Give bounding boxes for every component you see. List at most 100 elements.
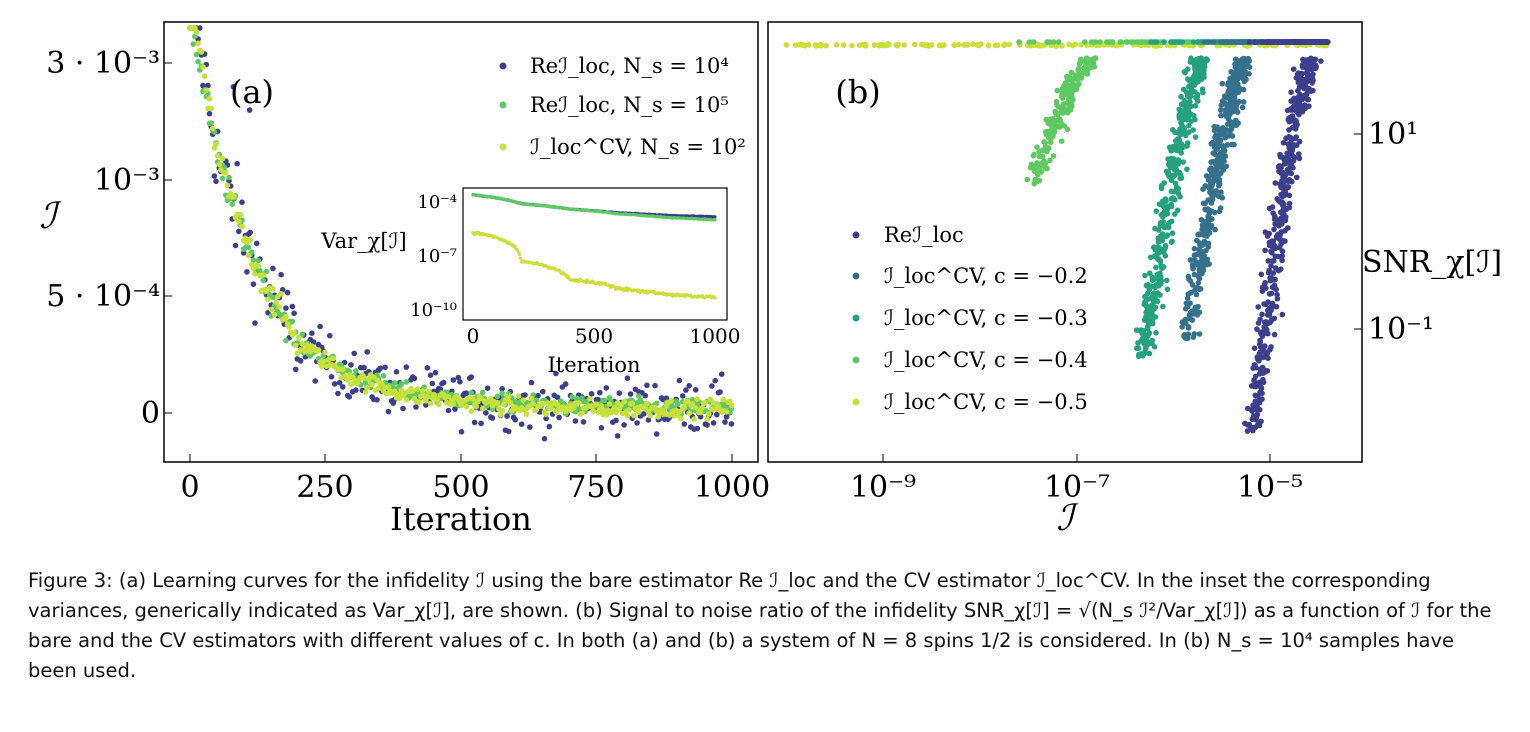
a-point-series-0 (562, 381, 569, 387)
a-xtick-4: 1000 (694, 470, 770, 505)
a-point-series-0 (598, 425, 605, 431)
b-point-series-1 (1223, 133, 1229, 140)
b-point-series-0 (1252, 39, 1258, 45)
b-point-series-0 (1274, 196, 1280, 202)
b-point-series-2 (1160, 222, 1166, 229)
b-point-series-1 (1218, 112, 1224, 119)
b-point-series-3 (1052, 108, 1058, 115)
b-point-series-1 (1217, 170, 1223, 177)
b-point-series-2 (1161, 39, 1167, 45)
a-point-series-1 (270, 294, 276, 301)
b-point-series-4 (1113, 42, 1120, 49)
a-point-series-2 (414, 386, 421, 392)
b-point-series-2 (1188, 111, 1194, 117)
a-point-series-2 (322, 349, 328, 356)
b-point-series-0 (1318, 58, 1324, 64)
a-point-series-2 (208, 105, 214, 112)
a-point-series-0 (291, 310, 297, 317)
a-point-series-2 (499, 407, 506, 414)
a-point-series-2 (554, 402, 561, 408)
a-ytick-2: 10⁻³ (94, 163, 160, 198)
b-point-series-1 (1208, 165, 1214, 171)
a-point-series-2 (575, 400, 582, 406)
b-point-series-2 (1194, 66, 1200, 72)
a-point-series-2 (507, 399, 514, 406)
a-point-series-2 (255, 263, 262, 270)
b-point-series-1 (1201, 39, 1208, 45)
b-point-series-2 (1175, 129, 1181, 136)
a-point-series-2 (260, 272, 267, 278)
b-point-series-1 (1228, 121, 1235, 127)
b-point-series-4 (1006, 41, 1013, 48)
a-xlabel: Iteration (390, 500, 532, 538)
a-point-series-0 (644, 382, 650, 389)
a-point-series-2 (694, 396, 701, 402)
a-legend: Reℐ_loc, N_s = 10⁴ Reℐ_loc, N_s = 10⁵ ℐ_… (499, 54, 746, 159)
b-point-series-1 (1220, 147, 1227, 153)
b-point-series-0 (1257, 349, 1263, 356)
a-point-series-0 (572, 418, 579, 424)
b-point-series-2 (1168, 160, 1174, 166)
a-point-series-2 (318, 363, 325, 370)
figure-caption: Figure 3: (a) Learning curves for the in… (28, 566, 1508, 686)
b-point-series-3 (1078, 75, 1085, 81)
b-point-series-2 (1149, 337, 1155, 344)
b-point-series-2 (1176, 169, 1183, 176)
b-point-series-0 (1293, 123, 1300, 129)
a-point-series-0 (692, 387, 699, 393)
b-legend: Reℐ_loc ℐ_loc^CV, c = −0.2 ℐ_loc^CV, c =… (852, 223, 1088, 414)
a-point-series-0 (450, 377, 457, 383)
a-point-series-2 (296, 335, 302, 341)
a-point-series-0 (714, 411, 720, 418)
b-point-series-0 (1286, 127, 1292, 133)
a-legend-label-0: Reℐ_loc, N_s = 10⁴ (530, 54, 729, 78)
a-point-series-2 (611, 404, 618, 411)
b-point-series-1 (1213, 146, 1219, 153)
a-point-series-2 (548, 405, 554, 411)
inset-ylabel: Var_χ[ℐ] (320, 229, 406, 253)
a-point-series-2 (426, 388, 432, 395)
a-point-series-0 (603, 385, 610, 391)
b-point-series-2 (1140, 335, 1146, 341)
b-point-series-0 (1261, 301, 1267, 307)
b-point-series-1 (1208, 169, 1215, 176)
b-point-series-0 (1321, 39, 1327, 45)
b-point-series-2 (1164, 286, 1171, 293)
b-point-series-0 (1259, 311, 1265, 318)
a-point-series-2 (198, 49, 205, 55)
b-point-series-0 (1279, 169, 1286, 175)
a-point-series-0 (413, 404, 419, 410)
a-point-series-0 (614, 433, 621, 439)
b-point-series-2 (1185, 140, 1191, 146)
b-point-series-3 (1083, 65, 1090, 71)
inset-point-series-0 (713, 215, 717, 219)
b-point-series-3 (1064, 90, 1070, 96)
a-point-series-2 (304, 342, 310, 348)
b-point-series-0 (1259, 390, 1265, 397)
a-point-series-2 (473, 403, 480, 410)
inset-xtick-0: 0 (467, 324, 480, 348)
b-point-series-2 (1142, 299, 1148, 305)
b-point-series-3 (1067, 84, 1073, 91)
b-point-series-0 (1264, 320, 1271, 327)
a-point-series-1 (226, 174, 232, 181)
b-point-series-2 (1200, 89, 1206, 96)
a-point-series-2 (231, 193, 237, 200)
a-point-series-2 (410, 388, 416, 394)
b-point-series-2 (1183, 107, 1190, 113)
a-point-series-0 (346, 394, 353, 400)
b-point-series-1 (1239, 104, 1246, 111)
b-point-series-4 (818, 41, 824, 48)
b-point-series-2 (1161, 203, 1167, 210)
b-point-series-1 (1182, 316, 1189, 323)
b-point-series-0 (1280, 140, 1287, 146)
a-point-series-0 (278, 271, 284, 278)
inset-xtick-1: 500 (575, 324, 613, 348)
a-point-series-0 (645, 417, 652, 423)
b-point-series-2 (1186, 122, 1192, 129)
b-point-series-1 (1216, 138, 1223, 144)
b-point-series-0 (1297, 105, 1303, 111)
a-point-series-0 (424, 365, 431, 371)
b-point-series-1 (1200, 200, 1207, 207)
b-point-series-1 (1235, 120, 1241, 126)
